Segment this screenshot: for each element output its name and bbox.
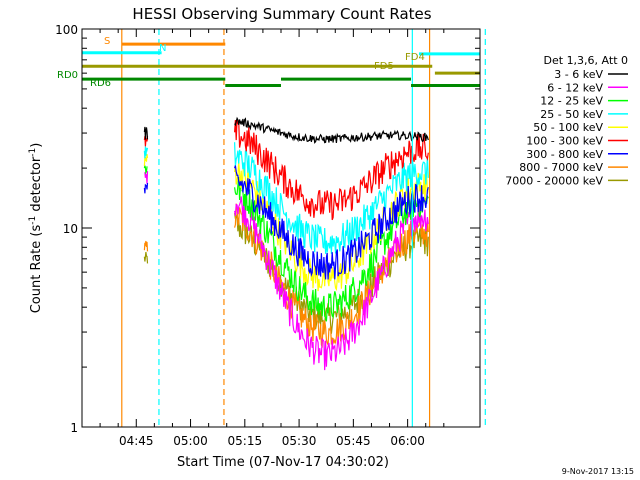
x-tick-label-3: 05:30	[282, 434, 317, 448]
y-tick-label-1: 10	[63, 222, 78, 236]
legend-title: Det 1,3,6, Att 0	[544, 54, 628, 67]
series-line-3-6kev-seg1	[143, 126, 149, 140]
series-line-3-6kev-seg2	[234, 116, 429, 144]
series-line-12-25kev-seg1	[143, 165, 148, 175]
flag-label-2: FD4	[405, 52, 425, 63]
legend-label-1: 6 - 12 keV	[547, 81, 603, 94]
series-line-25-50kev-seg2	[234, 142, 429, 254]
chart-title: HESSI Observing Summary Count Rates	[132, 5, 431, 23]
legend-label-4: 50 - 100 keV	[533, 121, 603, 134]
x-tick-label-2: 05:15	[228, 434, 263, 448]
legend-label-5: 100 - 300 keV	[526, 135, 603, 148]
y-axis-label-sup1: -1	[28, 216, 38, 225]
series-line-300-800kev-seg2	[234, 165, 429, 280]
series-line-800-7000kev-seg1	[143, 240, 149, 252]
flag-label-3: FD5	[374, 61, 394, 72]
y-axis-label: Count Rate (s-1 detector-1)	[28, 143, 44, 314]
legend-label-3: 25 - 50 keV	[540, 108, 603, 121]
y-axis-label-mid: detector	[29, 156, 44, 216]
flag-layer: S N FD4 FD5 RD0 RD6	[57, 29, 486, 427]
legend-label-2: 12 - 25 keV	[540, 95, 603, 108]
y-axis-label-main: Count Rate (s	[29, 225, 44, 314]
legend-label-6: 300 - 800 keV	[526, 148, 603, 161]
flag-label-5: RD6	[90, 78, 111, 89]
flag-label-4: RD0	[57, 70, 78, 81]
series-line-7000-20000kev-seg1	[143, 251, 149, 264]
series-line-300-800kev-seg1	[143, 182, 149, 194]
x-tick-label-4: 05:45	[336, 434, 371, 448]
y-tick-label-0: 1	[70, 421, 78, 435]
legend-label-8: 7000 - 20000 keV	[505, 174, 603, 187]
legend-label-7: 800 - 7000 keV	[519, 161, 603, 174]
flag-label-0: S	[104, 36, 110, 47]
axis-layer: 04:45 05:00 05:15 05:30 05:45 06:00 1 10 100	[55, 23, 480, 448]
series-line-100-300kev-seg2	[234, 119, 429, 221]
x-tick-label-5: 06:00	[390, 434, 425, 448]
x-tick-label-1: 05:00	[173, 434, 208, 448]
series-group	[143, 116, 429, 371]
series-line-25-50kev-seg1	[143, 146, 149, 159]
series-line-50-100kev-seg2	[234, 161, 429, 292]
data-layer	[143, 116, 429, 371]
y-axis-label-sup2: -1	[28, 148, 38, 157]
series-line-6-12kev-seg2	[234, 196, 429, 371]
flag-label-1: N	[159, 43, 166, 54]
legend-label-0: 3 - 6 keV	[554, 68, 603, 81]
x-axis-label: Start Time (07-Nov-17 04:30:02)	[177, 455, 389, 470]
y-tick-label-2: 100	[55, 23, 78, 37]
x-tick-label-0: 04:45	[119, 434, 154, 448]
footer-date: 9-Nov-2017 13:15	[562, 467, 634, 476]
y-axis-label-end: )	[29, 143, 44, 148]
